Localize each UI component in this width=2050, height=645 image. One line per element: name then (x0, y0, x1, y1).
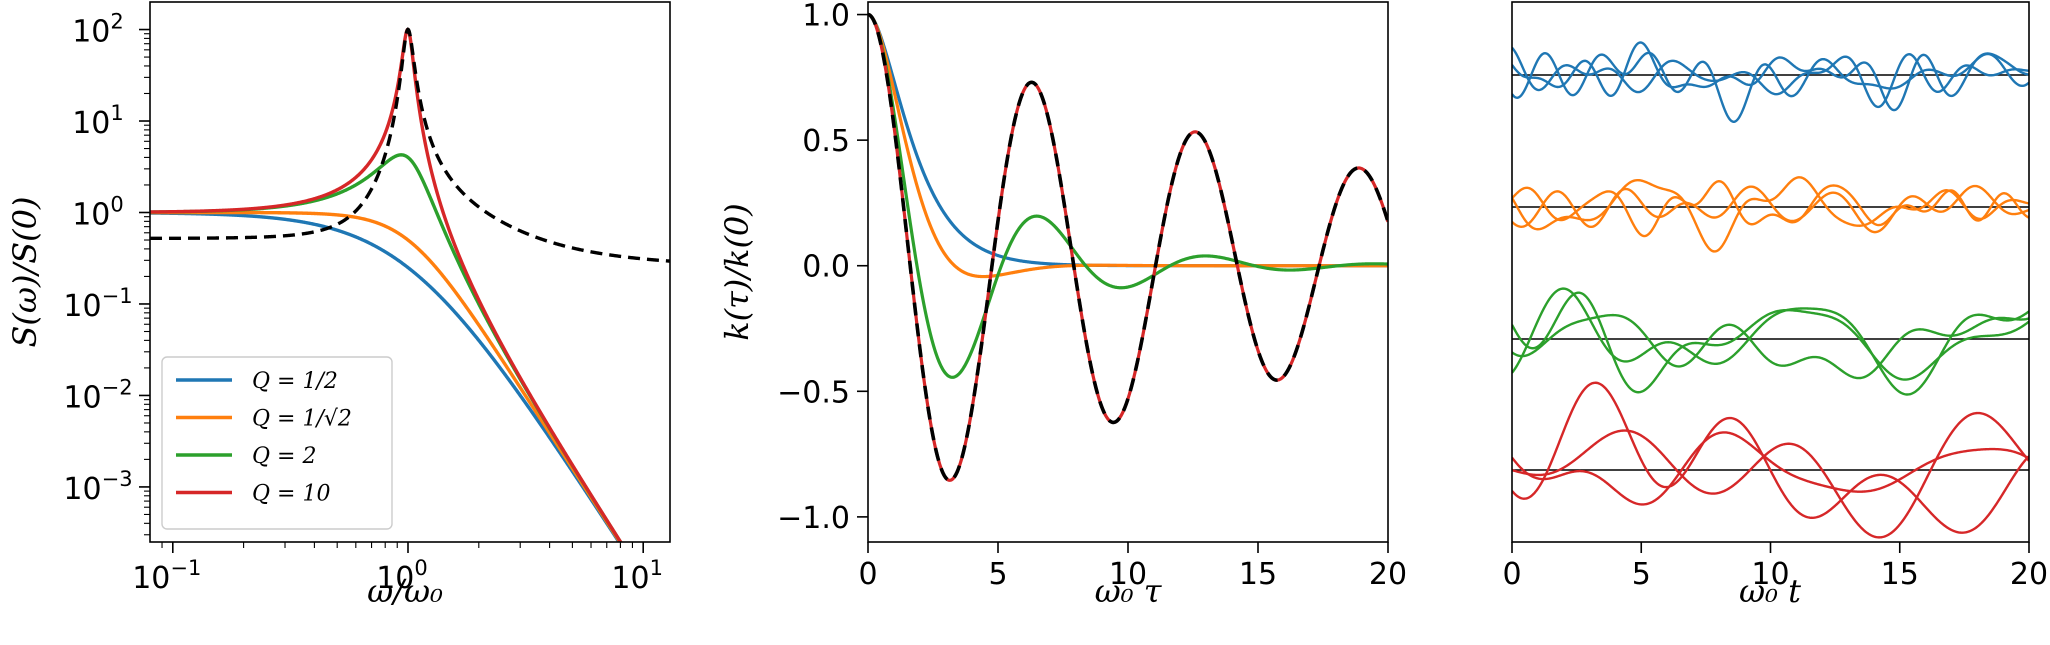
x-tick-label: 101 (611, 556, 663, 596)
x-tick-label: 0 (858, 557, 877, 592)
autocorrelation-panel: 0 5 10 15 20 −1.0 −0.5 0.0 0.5 1.0 ω₀ τ k(τ)/k(0) (718, 0, 1407, 610)
legend-label: Q = 10 (252, 482, 330, 507)
realization-line (1512, 291, 2029, 394)
y-tick-label: −1.0 (777, 501, 850, 536)
autocorr-line-3 (868, 12, 1388, 379)
realizations-series (1512, 41, 2029, 539)
autocorr-line-2 (868, 12, 1388, 279)
x-tick-label: 15 (1881, 557, 1919, 592)
y-tick-label: 10−3 (63, 467, 132, 507)
x-tick-label: 20 (1369, 557, 1407, 592)
x-tick-label: 20 (2010, 557, 2048, 592)
legend: Q = 1/2 Q = 1/√2 Q = 2 Q = 10 (161, 356, 393, 530)
y-axis-label-1: S(ω)/S(0) (6, 196, 44, 347)
x-tick-label: 10 (1751, 557, 1789, 592)
legend-label: Q = 1/√2 (252, 407, 352, 432)
realization-line (1512, 46, 2029, 109)
realization-line (1512, 51, 2029, 123)
legend-box (161, 356, 393, 530)
y-tick-label: 100 (72, 192, 124, 232)
spectral-density-series (150, 27, 670, 542)
realization-line (1512, 41, 2029, 112)
realization-line (1512, 431, 2029, 506)
autocorrelation-frame (867, 1, 1389, 543)
y-axis-label-2: k(τ)/k(0) (718, 203, 756, 341)
x-tick-label: 0 (1502, 557, 1521, 592)
realizations-panel: 0 5 10 15 20 ω₀ t (1502, 1, 2048, 610)
spectral-density-frame (149, 1, 671, 543)
autocorr-line-1 (868, 12, 1388, 268)
legend-label: Q = 1/2 (252, 369, 338, 394)
x-tick-label: 15 (1239, 557, 1277, 592)
x-tick-label: 10 (1109, 557, 1147, 592)
realization-line (1512, 411, 2029, 539)
x-axis-label-3: ω₀ t (1739, 572, 1801, 610)
realization-line (1512, 287, 2029, 396)
spectral-density-ticks: 10−1 100 101 10−3 10−2 10−1 100 101 102 (63, 10, 663, 596)
realization-line (1512, 381, 2029, 534)
dashed-reference-line-1 (150, 27, 670, 263)
y-tick-label: 102 (72, 10, 124, 50)
y-tick-label: 0.0 (802, 250, 850, 285)
x-tick-label: 100 (376, 556, 428, 596)
y-tick-label: 10−2 (63, 375, 132, 415)
legend-label: Q = 2 (252, 444, 316, 469)
y-tick-label: 101 (72, 101, 124, 141)
realizations-ticks: 0 5 10 15 20 (1502, 542, 2048, 592)
y-tick-label: 10−1 (63, 284, 132, 324)
x-axis-label-2: ω₀ τ (1095, 572, 1163, 610)
y-tick-label: −0.5 (777, 375, 850, 410)
autocorrelation-series (868, 12, 1388, 483)
x-tick-label: 10−1 (132, 556, 201, 596)
x-tick-label: 5 (1632, 557, 1651, 592)
x-axis-label-1: ω/ω₀ (367, 572, 443, 610)
y-tick-label: 1.0 (802, 0, 850, 34)
y-tick-label: 0.5 (802, 124, 850, 159)
x-tick-label: 5 (988, 557, 1007, 592)
realization-line (1512, 176, 2029, 253)
spectrum-line-4 (150, 27, 623, 542)
dashed-reference-line-2 (868, 12, 1388, 483)
realization-line (1512, 180, 2029, 238)
autocorrelation-ticks: 0 5 10 15 20 −1.0 −0.5 0.0 0.5 1.0 (777, 0, 1407, 592)
realization-line (1512, 184, 2029, 234)
autocorr-line-4 (868, 12, 1388, 482)
